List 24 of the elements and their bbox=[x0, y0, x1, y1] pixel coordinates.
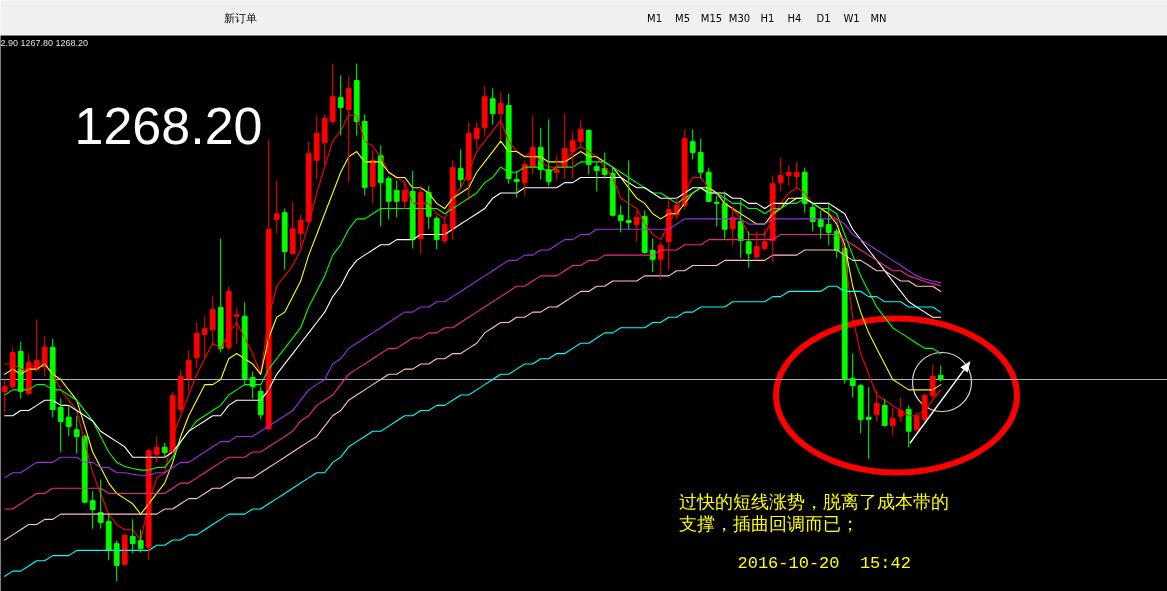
text: H4 bbox=[787, 13, 802, 24]
text: 2.90 1267.80 1268.20 bbox=[0, 37, 89, 48]
text: M5 bbox=[675, 13, 690, 24]
text: W1 bbox=[843, 13, 860, 24]
candlestick bbox=[825, 202, 832, 246]
text: 新订单 bbox=[224, 12, 257, 25]
candlestick bbox=[553, 155, 560, 182]
annotation: 2016-10-20 15:42 bbox=[737, 554, 911, 573]
candlestick bbox=[1, 378, 8, 414]
annotation: 过快的短线涨势，脱离了成本带的支撑，插曲回调而已； bbox=[678, 490, 949, 535]
candlestick bbox=[713, 195, 720, 228]
candlestick bbox=[73, 415, 80, 455]
annotation: 1268.20 bbox=[74, 96, 263, 155]
candlestick bbox=[233, 306, 240, 345]
candlestick bbox=[137, 529, 144, 553]
text: M15 bbox=[700, 13, 723, 24]
candlestick bbox=[201, 315, 208, 359]
text: D1 bbox=[816, 13, 831, 24]
text: M30 bbox=[728, 13, 751, 24]
candlestick bbox=[273, 180, 280, 234]
candlestick bbox=[761, 228, 768, 251]
text: H1 bbox=[760, 13, 775, 24]
text: M1 bbox=[647, 13, 662, 24]
text: MN bbox=[870, 13, 887, 24]
